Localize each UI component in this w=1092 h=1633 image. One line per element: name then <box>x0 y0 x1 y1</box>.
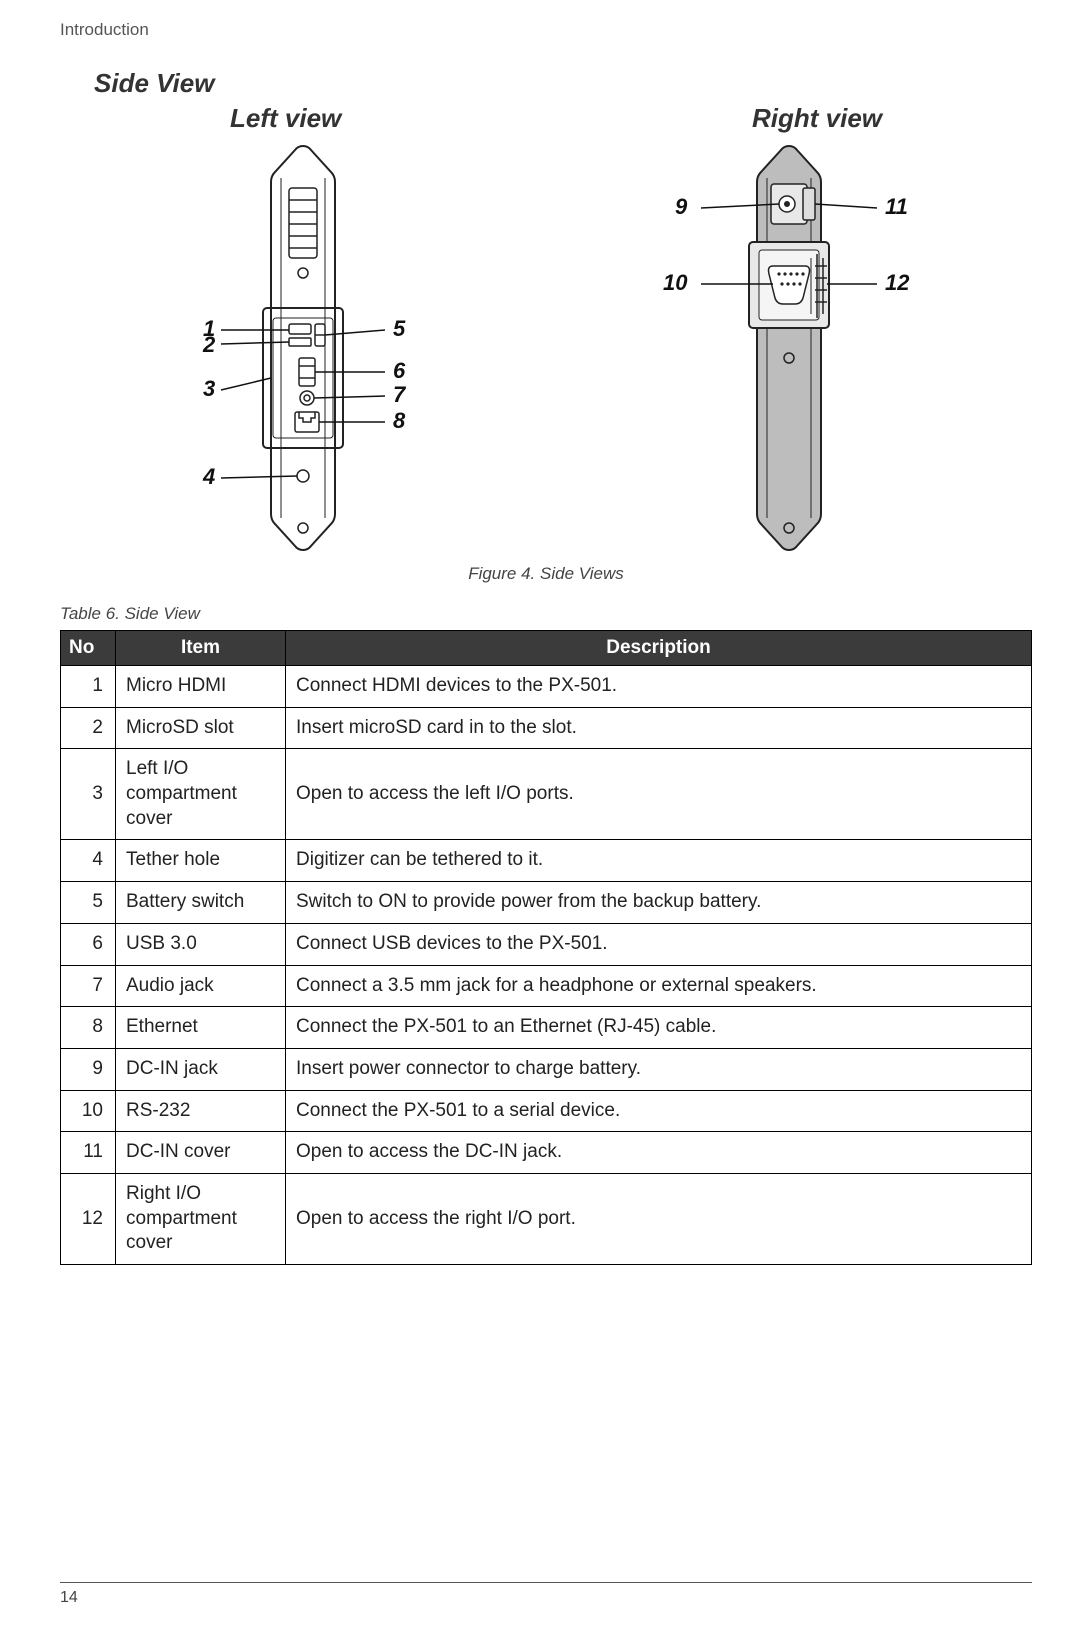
cell-desc: Connect HDMI devices to the PX-501. <box>286 666 1032 708</box>
right-view-label: Right view <box>752 103 882 134</box>
table-row: 5 Battery switch Switch to ON to provide… <box>61 882 1032 924</box>
table-row: 12 Right I/O compartment cover Open to a… <box>61 1173 1032 1264</box>
cell-no: 5 <box>61 882 116 924</box>
callout-12: 12 <box>885 270 910 295</box>
cell-item: DC-IN jack <box>116 1048 286 1090</box>
callout-10: 10 <box>663 270 688 295</box>
cell-no: 6 <box>61 923 116 965</box>
cell-desc: Switch to ON to provide power from the b… <box>286 882 1032 924</box>
th-desc: Description <box>286 631 1032 666</box>
table-row: 6 USB 3.0 Connect USB devices to the PX-… <box>61 923 1032 965</box>
callout-4: 4 <box>202 464 215 489</box>
cell-item: Battery switch <box>116 882 286 924</box>
cell-item: Ethernet <box>116 1007 286 1049</box>
view-labels-row: Left view Right view <box>60 103 1032 134</box>
callout-7: 7 <box>393 382 407 407</box>
table-row: 2 MicroSD slot Insert microSD card in to… <box>61 707 1032 749</box>
table-row: 10 RS-232 Connect the PX-501 to a serial… <box>61 1090 1032 1132</box>
cell-item: Left I/O compartment cover <box>116 749 286 840</box>
table-row: 1 Micro HDMI Connect HDMI devices to the… <box>61 666 1032 708</box>
cell-desc: Open to access the right I/O port. <box>286 1173 1032 1264</box>
callout-11: 11 <box>885 194 908 219</box>
cell-no: 12 <box>61 1173 116 1264</box>
table-row: 4 Tether hole Digitizer can be tethered … <box>61 840 1032 882</box>
cell-item: RS-232 <box>116 1090 286 1132</box>
diagrams-row: 1 2 3 4 5 6 7 8 <box>60 138 1032 558</box>
callout-2: 2 <box>202 332 216 357</box>
cell-no: 2 <box>61 707 116 749</box>
cell-no: 1 <box>61 666 116 708</box>
cell-no: 10 <box>61 1090 116 1132</box>
callout-8: 8 <box>393 408 406 433</box>
table-row: 7 Audio jack Connect a 3.5 mm jack for a… <box>61 965 1032 1007</box>
cell-item: USB 3.0 <box>116 923 286 965</box>
cell-no: 9 <box>61 1048 116 1090</box>
cell-no: 8 <box>61 1007 116 1049</box>
cell-desc: Connect USB devices to the PX-501. <box>286 923 1032 965</box>
callout-9: 9 <box>675 194 688 219</box>
cell-item: Right I/O compartment cover <box>116 1173 286 1264</box>
cell-desc: Connect the PX-501 to a serial device. <box>286 1090 1032 1132</box>
left-view-label: Left view <box>230 103 341 134</box>
right-view-diagram: 9 10 11 12 <box>589 138 989 558</box>
cell-desc: Open to access the left I/O ports. <box>286 749 1032 840</box>
cell-no: 7 <box>61 965 116 1007</box>
cell-desc: Open to access the DC-IN jack. <box>286 1132 1032 1174</box>
section-header: Introduction <box>60 20 1032 40</box>
cell-no: 11 <box>61 1132 116 1174</box>
th-item: Item <box>116 631 286 666</box>
th-no: No <box>61 631 116 666</box>
cell-desc: Insert microSD card in to the slot. <box>286 707 1032 749</box>
cell-no: 4 <box>61 840 116 882</box>
cell-desc: Connect a 3.5 mm jack for a headphone or… <box>286 965 1032 1007</box>
figure-caption: Figure 4. Side Views <box>60 564 1032 584</box>
cell-item: DC-IN cover <box>116 1132 286 1174</box>
cell-desc: Digitizer can be tethered to it. <box>286 840 1032 882</box>
cell-item: Tether hole <box>116 840 286 882</box>
page-number: 14 <box>60 1589 78 1606</box>
side-view-table: No Item Description 1 Micro HDMI Connect… <box>60 630 1032 1265</box>
table-row: 9 DC-IN jack Insert power connector to c… <box>61 1048 1032 1090</box>
page-footer: 14 <box>60 1582 1032 1607</box>
left-view-diagram: 1 2 3 4 5 6 7 8 <box>103 138 503 558</box>
table-row: 3 Left I/O compartment cover Open to acc… <box>61 749 1032 840</box>
cell-item: Micro HDMI <box>116 666 286 708</box>
cell-item: MicroSD slot <box>116 707 286 749</box>
cell-no: 3 <box>61 749 116 840</box>
table-header-row: No Item Description <box>61 631 1032 666</box>
cell-item: Audio jack <box>116 965 286 1007</box>
callout-6: 6 <box>393 358 406 383</box>
table-caption: Table 6. Side View <box>60 604 1032 624</box>
callout-5: 5 <box>393 316 406 341</box>
table-row: 8 Ethernet Connect the PX-501 to an Ethe… <box>61 1007 1032 1049</box>
side-view-title: Side View <box>94 68 1032 99</box>
table-row: 11 DC-IN cover Open to access the DC-IN … <box>61 1132 1032 1174</box>
cell-desc: Connect the PX-501 to an Ethernet (RJ-45… <box>286 1007 1032 1049</box>
page: Introduction Side View Left view Right v… <box>0 0 1092 1633</box>
cell-desc: Insert power connector to charge battery… <box>286 1048 1032 1090</box>
callout-3: 3 <box>203 376 215 401</box>
